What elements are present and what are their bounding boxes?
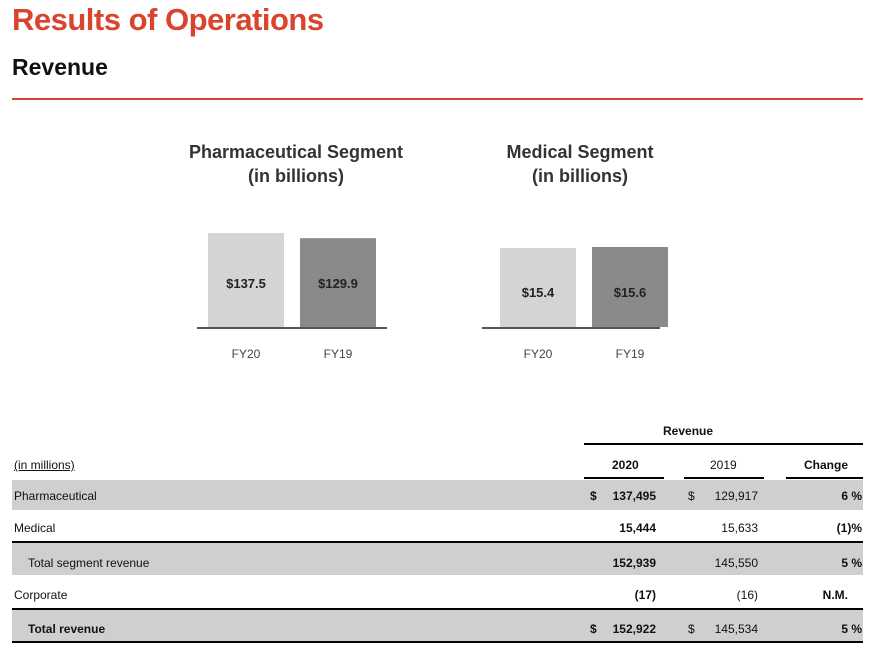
chart-baseline xyxy=(482,327,660,329)
pharma-2020: 137,495 xyxy=(612,489,656,503)
total-revenue-2019: 145,534 xyxy=(714,622,758,636)
row-label-pharmaceutical: Pharmaceutical xyxy=(14,489,97,503)
row-label-corporate: Corporate xyxy=(14,588,68,602)
header-divider xyxy=(12,98,863,100)
row-label-medical: Medical xyxy=(14,521,56,535)
col-change-rule xyxy=(786,477,863,479)
bar-value-label: $15.6 xyxy=(614,285,647,300)
subtotal-rule xyxy=(12,541,863,543)
bar-category-label: FY20 xyxy=(524,347,553,361)
bar-fy20 xyxy=(208,233,284,327)
table-row-band xyxy=(12,480,863,510)
bar-value-label: $137.5 xyxy=(226,276,266,291)
col-2020-rule xyxy=(584,477,664,479)
col-header-2020: 2020 xyxy=(612,458,639,472)
pharma-chart-title: Pharmaceutical Segment xyxy=(188,142,404,162)
medical-chart-title-block: Medical Segment (in billions) xyxy=(480,140,680,188)
bar-fy19 xyxy=(300,238,376,327)
bar-fy19 xyxy=(592,247,668,327)
bar-value-label: $129.9 xyxy=(318,276,358,291)
medical-chart-title: Medical Segment xyxy=(506,142,654,162)
total-segment-2020: 152,939 xyxy=(612,556,656,570)
currency-symbol: $ xyxy=(688,489,695,503)
bar-category-label: FY20 xyxy=(232,347,261,361)
bar-category-label: FY19 xyxy=(616,347,645,361)
row-label-total-segment: Total segment revenue xyxy=(28,556,150,570)
group-header-rule xyxy=(584,443,863,445)
table-bottom-rule xyxy=(12,641,863,643)
pharma-chart-subtitle: (in billions) xyxy=(248,166,344,186)
revenue-group-header: Revenue xyxy=(663,424,714,438)
chart-baseline xyxy=(197,327,387,329)
units-label: (in millions) xyxy=(14,458,75,472)
medical-2019: 15,633 xyxy=(721,521,758,535)
medical-chart-subtitle: (in billions) xyxy=(532,166,628,186)
section-subtitle: Revenue xyxy=(12,54,108,80)
pharma-2019: 129,917 xyxy=(714,489,758,503)
pharma-change: 6 % xyxy=(841,489,862,503)
table-row-band xyxy=(12,610,863,641)
currency-symbol: $ xyxy=(688,622,695,636)
medical-change: (1)% xyxy=(836,521,862,535)
total-revenue-change: 5 % xyxy=(841,622,862,636)
pharma-chart-title-block: Pharmaceutical Segment (in billions) xyxy=(186,140,406,188)
currency-symbol: $ xyxy=(590,489,597,503)
col-header-2019: 2019 xyxy=(710,458,737,472)
col-header-change: Change xyxy=(804,458,849,472)
table-row-band xyxy=(12,543,863,575)
corporate-2020: (17) xyxy=(634,588,656,602)
bar-category-label: FY19 xyxy=(324,347,353,361)
bar-fy20 xyxy=(500,248,576,327)
corporate-2019: (16) xyxy=(736,588,758,602)
segment-charts: $137.5 FY20 $129.9 FY19 $15.4 FY20 $15.6 FY19 xyxy=(197,233,668,361)
total-rule xyxy=(12,608,863,610)
total-revenue-2020: 152,922 xyxy=(612,622,656,636)
corporate-change: N.M. xyxy=(822,588,848,602)
bar-value-label: $15.4 xyxy=(522,285,555,300)
page-title: Results of Operations xyxy=(12,2,324,37)
total-segment-2019: 145,550 xyxy=(714,556,758,570)
col-2019-rule xyxy=(684,477,764,479)
currency-symbol: $ xyxy=(590,622,597,636)
row-label-total-revenue: Total revenue xyxy=(28,622,106,636)
medical-2020: 15,444 xyxy=(619,521,656,535)
total-segment-change: 5 % xyxy=(841,556,862,570)
